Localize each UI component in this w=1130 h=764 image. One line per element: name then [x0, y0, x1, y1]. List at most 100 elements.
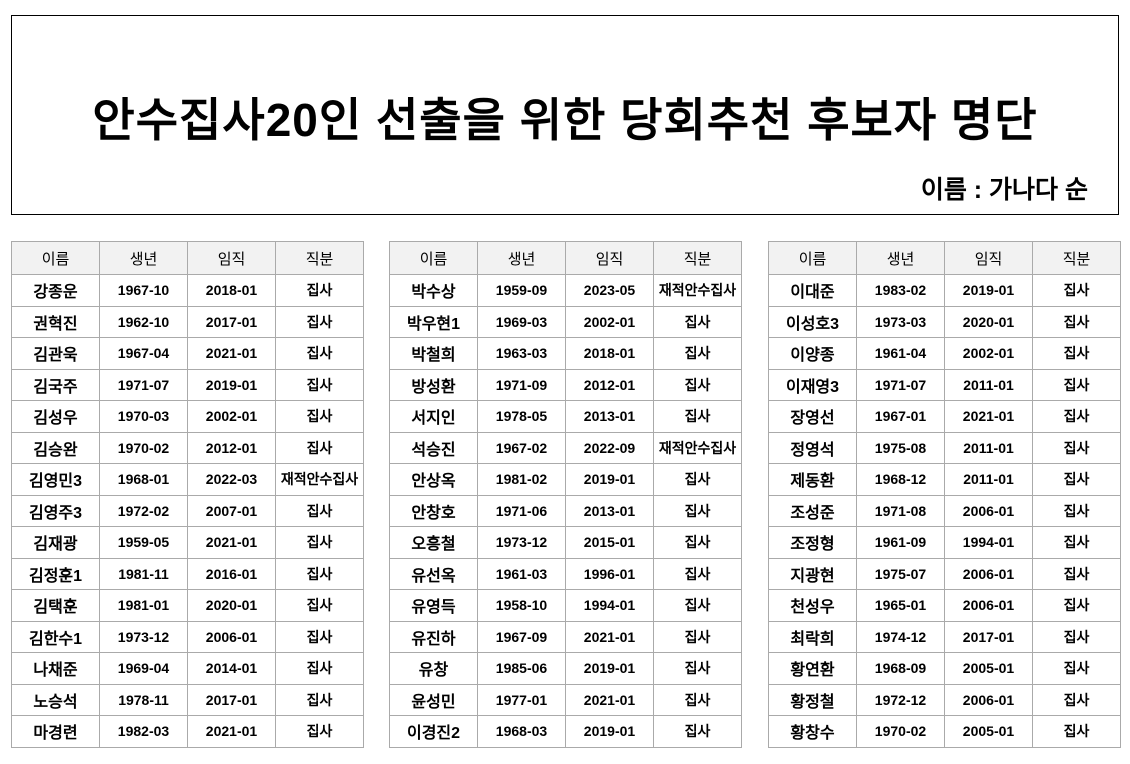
table-row: 황창수 1970-02 2005-01 집사 [768, 715, 1121, 748]
header-row: 이름 생년 임직 직분 [389, 241, 742, 275]
table-row: 김성우 1970-03 2002-01 집사 [11, 400, 364, 433]
table-row: 김한수1 1973-12 2006-01 집사 [11, 620, 364, 653]
birth-cell: 1971-07 [856, 368, 945, 401]
name-cell: 지광현 [768, 557, 857, 590]
ordination-cell: 2021-01 [944, 400, 1033, 433]
column-header-position: 직분 [275, 241, 364, 275]
table-row: 박수상 1959-09 2023-05 재적안수집사 [389, 274, 742, 307]
name-cell: 나채준 [11, 652, 100, 685]
name-cell: 최락희 [768, 620, 857, 653]
table-row: 최락희 1974-12 2017-01 집사 [768, 620, 1121, 653]
birth-cell: 1974-12 [856, 620, 945, 653]
birth-cell: 1961-03 [477, 557, 566, 590]
name-cell: 박철희 [389, 337, 478, 370]
birth-cell: 1978-05 [477, 400, 566, 433]
ordination-cell: 2007-01 [187, 494, 276, 527]
birth-cell: 1977-01 [477, 683, 566, 716]
position-cell: 집사 [1032, 337, 1121, 370]
ordination-cell: 1994-01 [565, 589, 654, 622]
birth-cell: 1968-01 [99, 463, 188, 496]
ordination-cell: 2006-01 [944, 494, 1033, 527]
birth-cell: 1965-01 [856, 589, 945, 622]
name-cell: 김관욱 [11, 337, 100, 370]
table-row: 이대준 1983-02 2019-01 집사 [768, 274, 1121, 307]
table-row: 황정철 1972-12 2006-01 집사 [768, 683, 1121, 716]
name-cell: 유창 [389, 652, 478, 685]
position-cell: 집사 [1032, 305, 1121, 338]
ordination-cell: 2019-01 [565, 652, 654, 685]
ordination-cell: 2002-01 [565, 305, 654, 338]
ordination-cell: 2011-01 [944, 431, 1033, 464]
ordination-cell: 2017-01 [944, 620, 1033, 653]
position-cell: 집사 [653, 368, 742, 401]
table-row: 노승석 1978-11 2017-01 집사 [11, 683, 364, 716]
table-row: 조정형 1961-09 1994-01 집사 [768, 526, 1121, 559]
name-cell: 유선옥 [389, 557, 478, 590]
ordination-cell: 1996-01 [565, 557, 654, 590]
ordination-cell: 2021-01 [187, 526, 276, 559]
birth-cell: 1967-10 [99, 274, 188, 307]
name-cell: 석승진 [389, 431, 478, 464]
birth-cell: 1975-07 [856, 557, 945, 590]
ordination-cell: 2012-01 [565, 368, 654, 401]
name-cell: 김승완 [11, 431, 100, 464]
position-cell: 집사 [275, 715, 364, 748]
ordination-cell: 2006-01 [187, 620, 276, 653]
ordination-cell: 2012-01 [187, 431, 276, 464]
position-cell: 집사 [1032, 463, 1121, 496]
position-cell: 집사 [275, 620, 364, 653]
candidate-table-1: 이름 생년 임직 직분 강종운 1967-10 2018-01 집사 권혁진 1962-10 201… [11, 241, 364, 748]
name-cell: 김정훈1 [11, 557, 100, 590]
table-row: 김승완 1970-02 2012-01 집사 [11, 431, 364, 464]
column-header-name: 이름 [11, 241, 100, 275]
position-cell: 집사 [653, 715, 742, 748]
name-cell: 조정형 [768, 526, 857, 559]
birth-cell: 1967-01 [856, 400, 945, 433]
position-cell: 집사 [653, 305, 742, 338]
name-cell: 방성환 [389, 368, 478, 401]
birth-cell: 1958-10 [477, 589, 566, 622]
birth-cell: 1973-12 [99, 620, 188, 653]
birth-cell: 1967-09 [477, 620, 566, 653]
table-row: 안상옥 1981-02 2019-01 집사 [389, 463, 742, 496]
column-header-position: 직분 [653, 241, 742, 275]
position-cell: 집사 [275, 589, 364, 622]
table-row: 이경진2 1968-03 2019-01 집사 [389, 715, 742, 748]
ordination-cell: 2011-01 [944, 463, 1033, 496]
ordination-cell: 2015-01 [565, 526, 654, 559]
birth-cell: 1982-03 [99, 715, 188, 748]
ordination-cell: 2019-01 [187, 368, 276, 401]
birth-cell: 1961-04 [856, 337, 945, 370]
birth-cell: 1962-10 [99, 305, 188, 338]
name-cell: 윤성민 [389, 683, 478, 716]
table-row: 김국주 1971-07 2019-01 집사 [11, 368, 364, 401]
ordination-cell: 2014-01 [187, 652, 276, 685]
position-cell: 집사 [275, 337, 364, 370]
candidate-table-2: 이름 생년 임직 직분 박수상 1959-09 2023-05 재적안수집사 박우현1 1969-… [389, 241, 742, 748]
ordination-cell: 2016-01 [187, 557, 276, 590]
position-cell: 집사 [1032, 494, 1121, 527]
ordination-cell: 2019-01 [944, 274, 1033, 307]
position-cell: 집사 [275, 494, 364, 527]
name-cell: 이재영3 [768, 368, 857, 401]
ordination-cell: 2006-01 [944, 589, 1033, 622]
position-cell: 집사 [1032, 620, 1121, 653]
table-row: 장영선 1967-01 2021-01 집사 [768, 400, 1121, 433]
birth-cell: 1968-09 [856, 652, 945, 685]
name-cell: 김재광 [11, 526, 100, 559]
birth-cell: 1968-03 [477, 715, 566, 748]
table-row: 제동환 1968-12 2011-01 집사 [768, 463, 1121, 496]
name-cell: 이경진2 [389, 715, 478, 748]
birth-cell: 1973-03 [856, 305, 945, 338]
ordination-cell: 2021-01 [565, 620, 654, 653]
name-cell: 안상옥 [389, 463, 478, 496]
position-cell: 집사 [275, 557, 364, 590]
ordination-cell: 2017-01 [187, 305, 276, 338]
birth-cell: 1971-07 [99, 368, 188, 401]
birth-cell: 1959-05 [99, 526, 188, 559]
table-row: 석승진 1967-02 2022-09 재적안수집사 [389, 431, 742, 464]
table-row: 황연환 1968-09 2005-01 집사 [768, 652, 1121, 685]
table-row: 서지인 1978-05 2013-01 집사 [389, 400, 742, 433]
position-cell: 집사 [275, 274, 364, 307]
ordination-cell: 2013-01 [565, 494, 654, 527]
